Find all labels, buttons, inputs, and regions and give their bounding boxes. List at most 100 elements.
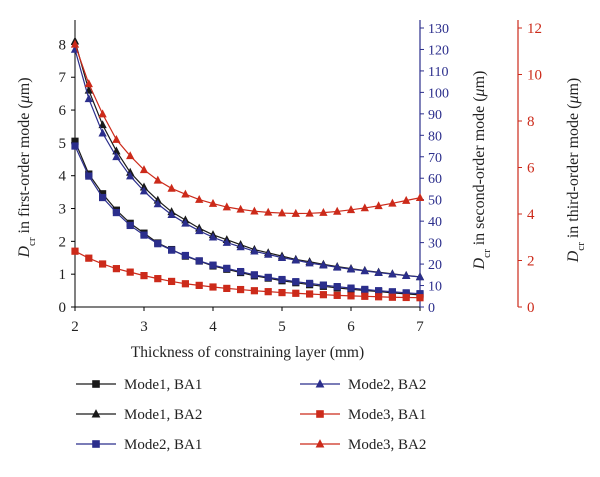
data-point	[319, 291, 327, 299]
data-point	[333, 291, 341, 299]
data-point	[154, 240, 162, 248]
data-point	[223, 264, 231, 272]
data-point	[305, 208, 314, 217]
data-point	[237, 267, 245, 276]
right1-y-tick-label: 90	[428, 108, 442, 123]
data-point	[278, 275, 286, 284]
x-tick-label: 4	[209, 319, 217, 335]
left-y-tick-label: 1	[59, 267, 67, 283]
data-point	[360, 203, 369, 212]
legend-item: Mode2, BA2	[300, 377, 426, 393]
data-point	[416, 294, 424, 302]
data-point	[195, 226, 204, 235]
data-point	[195, 257, 203, 265]
legend-swatch-marker	[92, 440, 100, 448]
data-point	[264, 273, 272, 281]
data-point	[126, 151, 135, 160]
data-point	[222, 202, 231, 211]
right2-y-tick-label: 6	[527, 161, 535, 177]
data-point	[208, 198, 218, 207]
left-y-tick-label: 4	[59, 169, 67, 185]
data-point	[195, 281, 203, 289]
data-point	[346, 205, 356, 214]
data-point	[126, 268, 134, 276]
right1-y-tick-label: 60	[428, 172, 442, 187]
legend-item: Mode1, BA1	[76, 377, 202, 393]
legend-item: Mode1, BA2	[76, 407, 202, 423]
data-point	[416, 290, 424, 298]
data-point	[98, 120, 107, 129]
data-point	[99, 190, 107, 198]
data-point	[209, 261, 217, 269]
right1-y-tick-label: 40	[428, 215, 442, 230]
data-point	[71, 137, 79, 145]
data-point	[333, 262, 342, 271]
series-3	[71, 142, 424, 298]
data-point	[264, 249, 273, 258]
x-tick-label: 7	[416, 319, 424, 335]
data-point	[195, 194, 204, 203]
data-point	[388, 293, 396, 301]
legend-item: Mode3, BA2	[300, 437, 426, 453]
data-point	[168, 246, 176, 254]
data-point	[112, 152, 121, 161]
data-point	[181, 280, 189, 288]
right2-y-axis-label: Dcr in third-order mode (μm)	[565, 78, 587, 264]
data-point	[99, 260, 107, 268]
data-point	[375, 287, 383, 295]
right1-y-tick-label: 110	[428, 65, 448, 80]
data-point	[319, 260, 328, 269]
data-point	[375, 293, 383, 301]
data-point	[153, 175, 162, 184]
data-point	[388, 269, 397, 278]
right2-y-tick-label: 8	[527, 114, 535, 130]
right1-y-tick-label: 10	[428, 280, 442, 295]
legend-swatch-marker	[315, 379, 325, 388]
data-point	[85, 254, 93, 262]
left-y-tick-label: 2	[59, 234, 67, 250]
data-point	[264, 288, 272, 296]
right2-y-tick-label: 10	[527, 68, 542, 84]
data-point	[415, 272, 425, 281]
data-point	[306, 290, 314, 298]
data-point	[306, 279, 314, 287]
data-point	[305, 258, 314, 267]
data-point	[250, 246, 259, 255]
left-y-tick-label: 3	[59, 202, 67, 218]
data-point	[168, 277, 176, 286]
legend-item: Mode3, BA1	[300, 407, 426, 423]
data-point	[209, 283, 217, 291]
legend-swatch-marker	[316, 410, 324, 418]
x-tick-label: 6	[347, 319, 355, 335]
data-point	[71, 142, 79, 150]
data-point	[126, 171, 135, 180]
data-point	[333, 206, 342, 215]
left-y-tick-label: 6	[59, 103, 67, 119]
data-point	[112, 208, 120, 217]
data-point	[250, 287, 258, 295]
data-point	[291, 255, 300, 264]
series-4	[70, 44, 425, 281]
data-point	[361, 285, 369, 294]
left-y-tick-label: 0	[59, 300, 67, 316]
right1-y-tick-label: 0	[428, 301, 435, 316]
x-tick-label: 5	[278, 319, 286, 335]
data-point	[292, 289, 300, 297]
series-line	[74, 49, 421, 278]
data-point	[98, 128, 107, 137]
series-line	[74, 44, 421, 215]
data-point	[140, 231, 148, 239]
data-point	[415, 193, 425, 202]
data-point	[292, 278, 300, 286]
data-point	[126, 221, 134, 230]
data-point	[250, 206, 259, 215]
right1-y-tick-label: 20	[428, 258, 442, 273]
data-point	[181, 189, 190, 198]
data-point	[277, 252, 287, 261]
legend-item: Mode2, BA1	[76, 437, 202, 453]
x-tick-label: 2	[71, 319, 79, 335]
data-point	[250, 271, 258, 279]
right1-y-tick-label: 50	[428, 194, 442, 209]
data-point	[167, 210, 176, 219]
